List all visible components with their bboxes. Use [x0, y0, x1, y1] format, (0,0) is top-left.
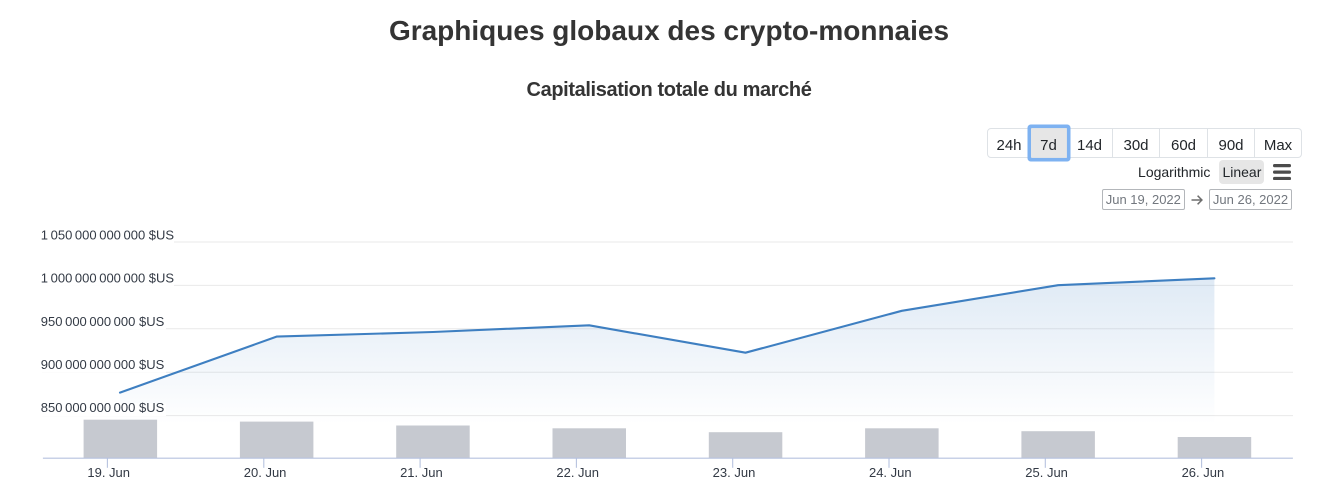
svg-text:1 000 000 000 000 $US: 1 000 000 000 000 $US: [41, 271, 175, 286]
svg-text:23. Jun: 23. Jun: [713, 465, 756, 480]
svg-text:950 000 000 000 $US: 950 000 000 000 $US: [41, 314, 165, 329]
svg-text:22. Jun: 22. Jun: [556, 465, 599, 480]
svg-text:20. Jun: 20. Jun: [244, 465, 287, 480]
svg-text:24. Jun: 24. Jun: [869, 465, 912, 480]
svg-text:21. Jun: 21. Jun: [400, 465, 443, 480]
svg-text:26. Jun: 26. Jun: [1182, 465, 1225, 480]
svg-text:850 000 000 000 $US: 850 000 000 000 $US: [41, 400, 165, 415]
svg-text:1 050 000 000 000 $US: 1 050 000 000 000 $US: [41, 228, 175, 243]
svg-text:19. Jun: 19. Jun: [87, 465, 130, 480]
svg-text:25. Jun: 25. Jun: [1025, 465, 1068, 480]
svg-text:900 000 000 000 $US: 900 000 000 000 $US: [41, 357, 165, 372]
